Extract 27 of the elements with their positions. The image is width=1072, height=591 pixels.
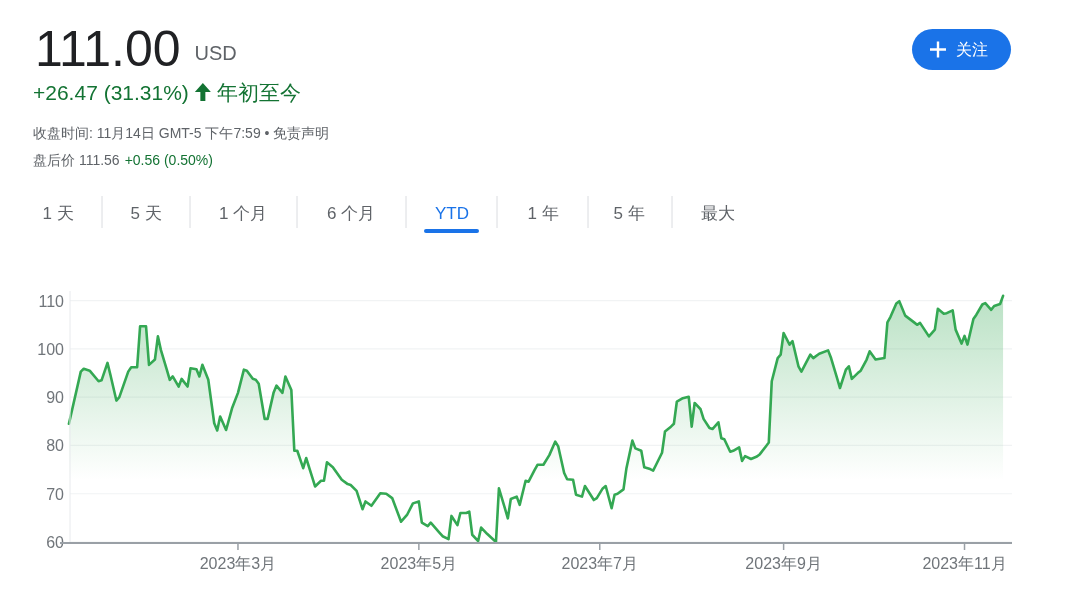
y-tick-label: 90 (46, 389, 65, 407)
text: 1 天 (42, 204, 74, 223)
text: 5 年 (613, 204, 645, 223)
text: 盘后价 111.56 (33, 152, 120, 168)
text: 最大 (701, 204, 735, 223)
y-tick-label: 110 (38, 292, 65, 310)
text: +0.56 (0.50%) (124, 152, 213, 168)
text: 收盘时间: 11月14日 GMT-5 下午7:59 • 免责声明 (33, 125, 330, 141)
y-tick-label: 60 (46, 534, 65, 551)
y-tick-label: 100 (37, 340, 65, 358)
text: 1 个月 (218, 204, 268, 223)
x-tick-label: 2023年7月 (561, 555, 639, 572)
text: YTD (435, 204, 469, 223)
x-tick-label: 2023年9月 (745, 555, 822, 572)
x-tick-label: 2023年11月 (922, 555, 1007, 572)
text: 5 天 (130, 204, 162, 223)
x-tick-label: 2023年3月 (199, 555, 277, 572)
text: 1 年 (527, 204, 559, 223)
chart-title: 111.00 (35, 21, 181, 77)
y-tick-label: 80 (46, 437, 65, 455)
text: 关注 (956, 41, 988, 58)
chart-subtitle: USD (194, 42, 237, 64)
y-tick-label: 70 (46, 485, 65, 503)
x-tick-label: 2023年5月 (380, 555, 458, 572)
text: 年初至今 (216, 81, 301, 104)
text: +26.47 (31.31%) (33, 81, 189, 104)
text: 6 个月 (326, 204, 376, 223)
